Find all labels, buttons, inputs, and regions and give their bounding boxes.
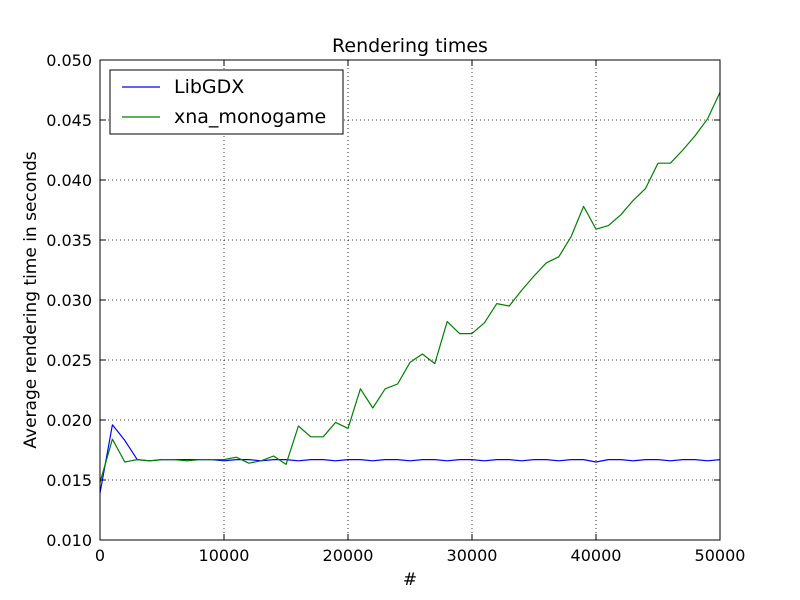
x-tick-labels: 0 10000 20000 30000 40000 50000: [95, 546, 746, 565]
y-tick-label: 0.020: [46, 411, 92, 430]
series-line-xna-monogame: [99, 92, 721, 483]
legend: LibGDX xna_monogame: [109, 69, 344, 135]
y-axis-label: Average rendering time in seconds: [21, 151, 41, 448]
y-tick-labels: 0.010 0.015 0.020 0.025 0.030 0.035 0.040 0.045…: [46, 51, 92, 550]
y-tick-label: 0.010: [46, 531, 92, 550]
legend-box: [109, 69, 344, 135]
x-tick-label: 0: [95, 546, 105, 565]
y-tick-label: 0.040: [46, 171, 92, 190]
y-tick-label: 0.015: [46, 471, 92, 490]
gridlines: [100, 60, 720, 540]
y-tick-label: 0.030: [46, 291, 92, 310]
y-tick-label: 0.045: [46, 111, 92, 130]
tick-marks: [99, 59, 721, 541]
y-tick-label: 0.035: [46, 231, 92, 250]
y-tick-label: 0.025: [46, 351, 92, 370]
x-tick-label: 30000: [447, 546, 498, 565]
x-axis-label: #: [403, 570, 417, 590]
chart-title: Rendering times: [332, 35, 488, 57]
x-tick-label: 50000: [695, 546, 746, 565]
x-tick-label: 40000: [571, 546, 622, 565]
x-tick-label: 20000: [323, 546, 374, 565]
x-tick-label: 10000: [199, 546, 250, 565]
legend-label-xna-monogame: xna_monogame: [174, 106, 326, 128]
legend-label-libgdx: LibGDX: [174, 76, 244, 98]
y-tick-label: 0.050: [46, 51, 92, 70]
series-lines: [99, 92, 721, 494]
